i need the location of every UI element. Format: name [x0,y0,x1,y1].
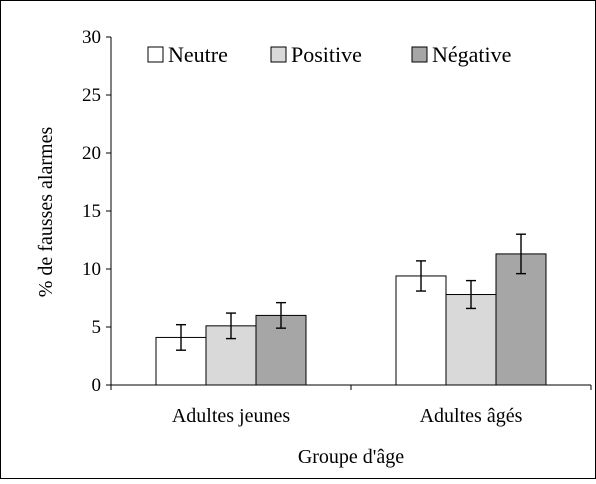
legend-swatch [270,46,287,63]
y-axis-label: % de fausses alarmes [35,127,57,298]
x-tick-label: Adultes jeunes [172,405,291,427]
bar-neutre [395,275,447,386]
y-tick-label: 25 [82,85,101,106]
legend-label: Neutre [168,42,228,67]
x-tick-label: Adultes âgés [420,405,523,427]
y-tick-label: 20 [82,143,101,164]
y-tick-label: 10 [82,259,101,280]
legend: Neutre Positive Négative [147,42,511,67]
y-tick-label: 5 [92,317,102,338]
y-tick-label: 15 [82,201,101,222]
plot-area: 0 5 10 15 20 25 30 Adultes jeunes Adultes âgés [82,27,592,427]
legend-swatch [147,46,164,63]
y-tick-label: 0 [92,375,102,396]
legend-label: Négative [432,42,511,67]
bar-n-gative [495,253,547,386]
x-axis-label: Groupe d'âge [298,446,404,468]
y-tick-label: 30 [82,27,101,48]
legend-label: Positive [291,42,362,67]
legend-swatch [411,46,428,63]
